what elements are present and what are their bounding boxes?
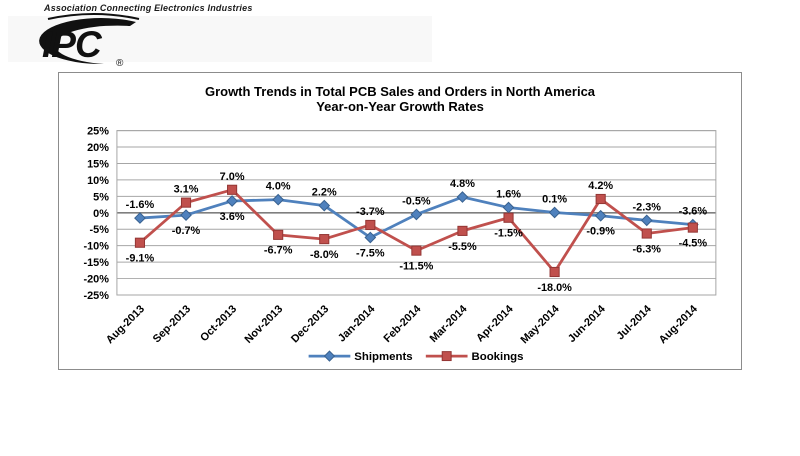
data-point-marker [687, 222, 698, 233]
data-point-label: 0.1% [542, 194, 567, 206]
y-axis-tick-label: -20% [83, 274, 109, 286]
data-point-marker [594, 209, 607, 222]
data-point-label: -0.9% [586, 226, 615, 238]
y-axis-tick-label: 20% [87, 142, 109, 154]
y-axis-tick-label: -15% [83, 257, 109, 269]
data-point-marker [319, 234, 330, 245]
data-point-label: -3.6% [679, 206, 708, 218]
x-axis-tick-label: Mar-2014 [428, 303, 470, 345]
data-point-marker [548, 206, 561, 219]
x-axis-tick-label: Aug-2014 [657, 303, 700, 346]
y-axis-tick-label: -25% [83, 290, 109, 302]
data-point-marker [180, 209, 192, 221]
data-point-marker [227, 184, 238, 195]
data-point-label: -4.5% [679, 237, 708, 249]
ipc-swoosh-icon [39, 18, 137, 65]
x-axis-tick-label: May-2014 [518, 303, 561, 346]
x-axis-tick-label: Jun-2014 [566, 303, 608, 345]
data-point-marker [134, 237, 146, 248]
data-point-label: -0.7% [172, 225, 201, 237]
x-axis-tick-label: Jan-2014 [336, 303, 377, 344]
x-axis-tick-label: Sep-2013 [151, 303, 193, 345]
data-point-label: -1.5% [494, 228, 523, 240]
registered-mark: ® [116, 58, 124, 69]
data-point-label: 7.0% [220, 171, 245, 183]
association-tagline: Association Connecting Electronics Indus… [44, 3, 253, 13]
ipc-swoosh-accent-icon [47, 13, 140, 20]
data-point-marker [134, 212, 146, 224]
x-axis-tick-label: Nov-2013 [242, 303, 285, 346]
data-point-label: -7.5% [356, 247, 385, 259]
legend-marker-bookings [441, 351, 452, 362]
data-point-marker [641, 228, 652, 239]
data-point-marker [318, 199, 331, 212]
data-point-label: -5.5% [448, 241, 477, 253]
y-axis-tick-label: 25% [87, 126, 109, 138]
chart-title-line1: Growth Trends in Total PCB Sales and Ord… [204, 84, 596, 99]
data-point-label: 3.6% [220, 211, 245, 223]
data-point-marker [226, 195, 238, 207]
legend-label-bookings: Bookings [472, 351, 524, 363]
legend-label-shipments: Shipments [354, 351, 412, 363]
data-point-label: -3.7% [356, 206, 385, 218]
y-axis-tick-label: 0% [93, 208, 109, 220]
data-point-marker [502, 201, 515, 214]
data-point-marker [456, 191, 469, 203]
legend-marker-shipments [323, 350, 336, 362]
data-point-marker [640, 214, 653, 227]
data-point-marker [365, 219, 376, 231]
data-point-marker [457, 225, 468, 236]
data-point-label: -0.5% [402, 196, 431, 208]
data-point-label: -6.3% [633, 243, 662, 255]
data-point-label: -11.5% [399, 260, 433, 272]
plot-area-border [116, 130, 717, 296]
data-point-label: -8.0% [310, 249, 339, 261]
x-axis-tick-label: Oct-2013 [198, 303, 239, 344]
data-point-label: 4.2% [588, 180, 613, 192]
data-point-marker [595, 193, 606, 205]
chart-title-line2: Year-on-Year Growth Rates [316, 99, 484, 114]
chart-title: Growth Trends in Total PCB Sales and Ord… [59, 84, 741, 114]
y-axis-tick-label: 10% [87, 175, 109, 187]
data-point-label: 4.8% [450, 178, 475, 190]
data-point-marker [272, 193, 285, 206]
y-axis-tick-label: -10% [83, 241, 109, 253]
data-point-marker [180, 197, 192, 208]
data-point-marker [410, 208, 423, 221]
ipc-logo: IPC ® [39, 13, 140, 69]
data-point-marker [549, 266, 560, 278]
data-point-label: -6.7% [264, 245, 293, 257]
x-axis-tick-label: Aug-2013 [104, 303, 147, 346]
data-point-label: -2.3% [633, 201, 662, 213]
ipc-logo-text: IPC [42, 24, 103, 65]
x-axis-tick-label: Dec-2013 [289, 303, 331, 345]
y-axis-tick-label: 5% [93, 191, 109, 203]
data-point-marker [273, 229, 284, 240]
data-point-label: -18.0% [537, 282, 572, 294]
data-point-label: 2.2% [312, 187, 337, 199]
data-point-label: 3.1% [174, 184, 199, 196]
line-chart: 25%20%15%10%5%0%-5%-10%-15%-20%-25%Aug-2… [83, 126, 717, 363]
x-axis-tick-label: Jul-2014 [614, 303, 653, 342]
data-point-marker [411, 245, 422, 256]
chart-container: Growth Trends in Total PCB Sales and Ord… [58, 72, 742, 370]
x-axis-tick-label: Apr-2014 [474, 303, 515, 344]
data-point-label: -1.6% [126, 199, 155, 211]
x-axis-tick-label: Feb-2014 [382, 303, 424, 345]
data-point-label: 4.0% [266, 181, 291, 193]
y-axis-tick-label: 15% [87, 158, 109, 170]
data-point-marker [364, 231, 377, 244]
data-point-label: -9.1% [126, 253, 155, 265]
data-point-marker [503, 212, 514, 223]
data-point-label: 1.6% [496, 189, 521, 201]
y-axis-tick-label: -5% [90, 224, 110, 236]
